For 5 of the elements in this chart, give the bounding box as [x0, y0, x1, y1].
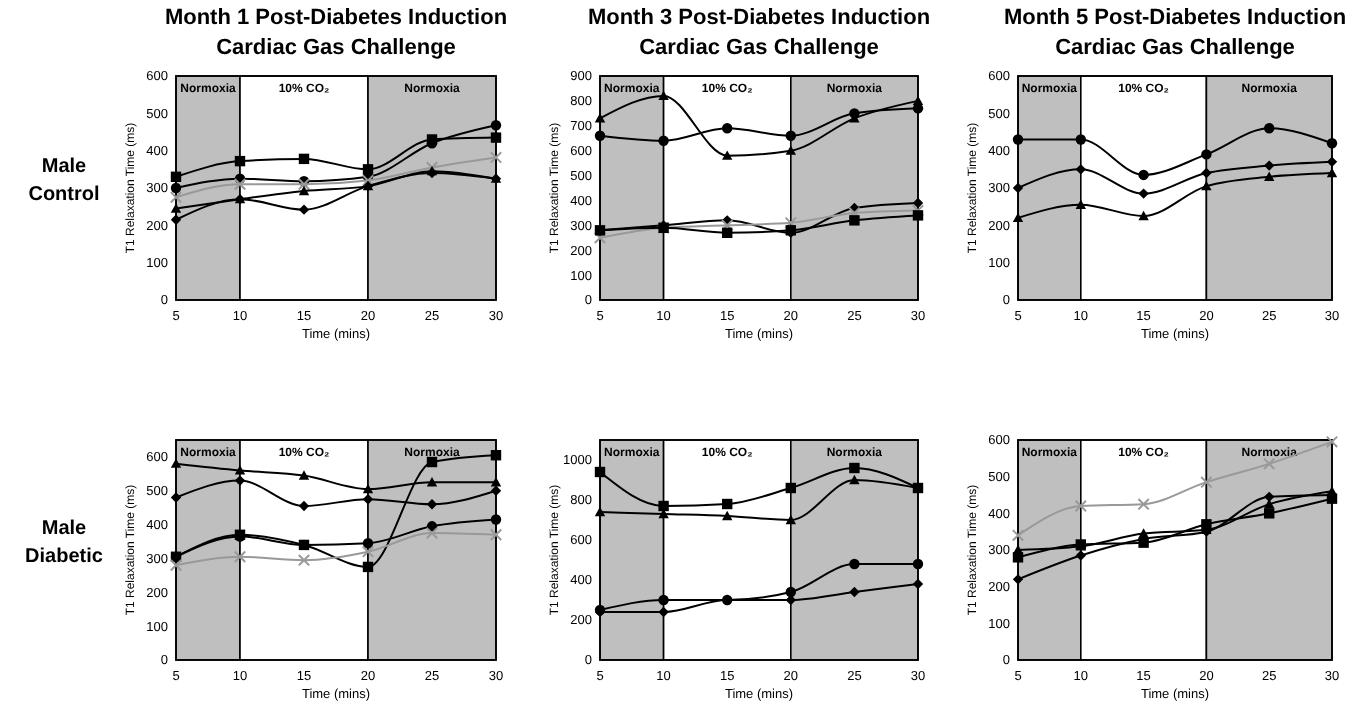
chart-title: Month 1 Post-Diabetes Induction Cardiac Gas Challenge — [164, 6, 508, 60]
chart-title: Month 5 Post-Diabetes Induction Cardiac Gas Challenge — [1003, 6, 1347, 60]
text: Male Diabetic — [25, 518, 104, 568]
chart-title: Month 3 Post-Diabetes Induction Cardiac Gas Challenge — [587, 6, 931, 60]
text: Male Control — [28, 156, 100, 206]
